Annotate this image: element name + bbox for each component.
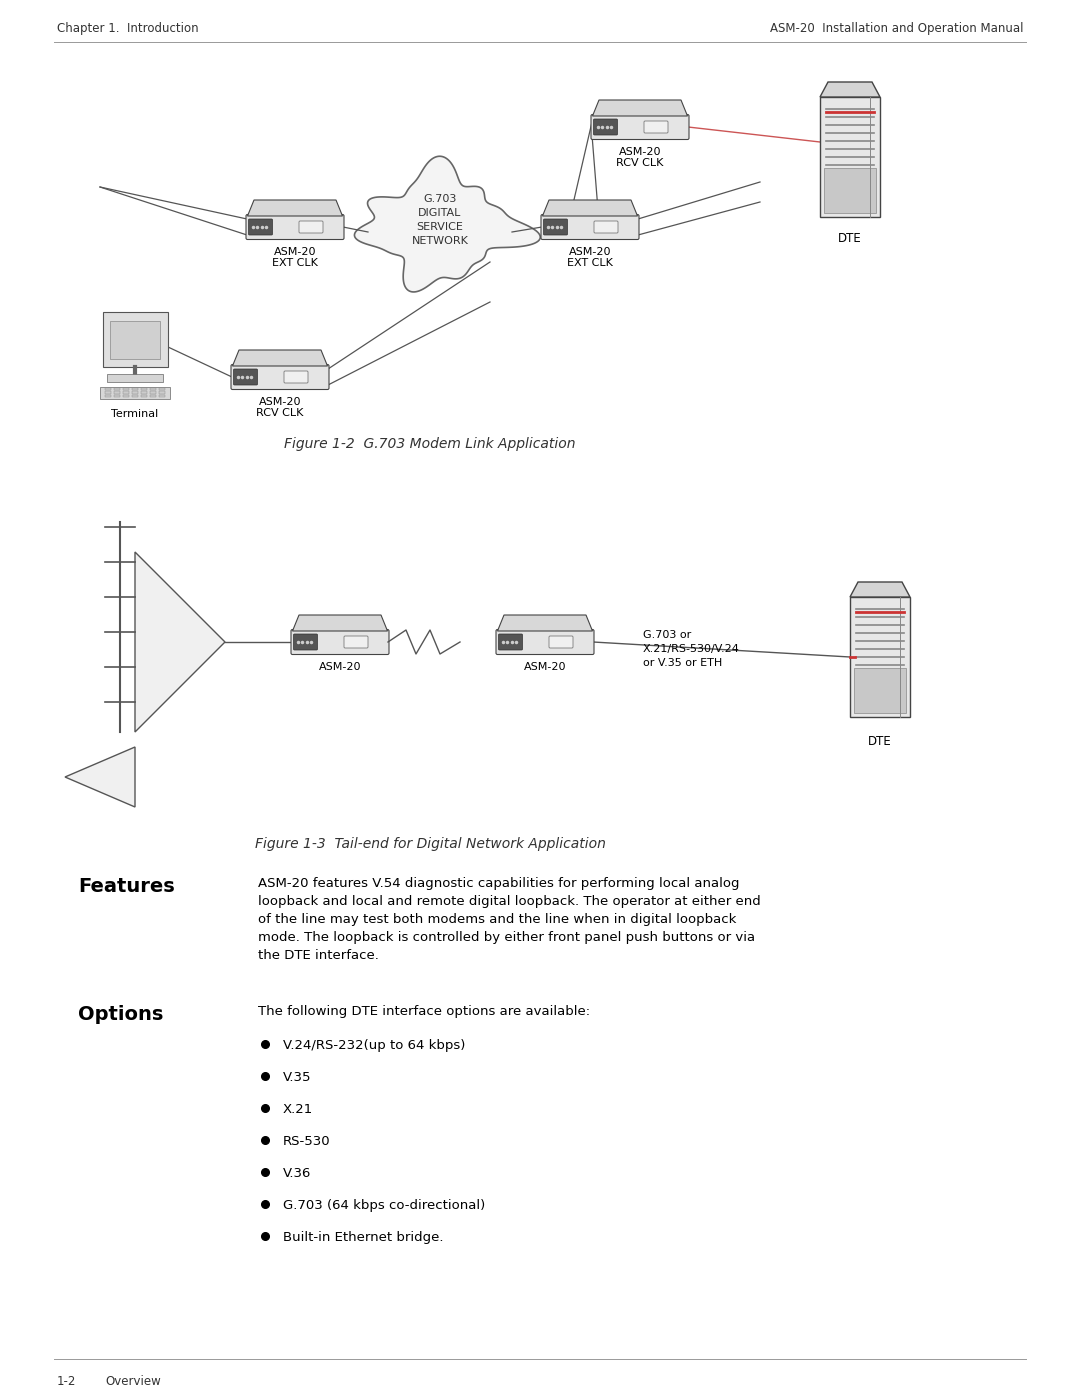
Text: G.703 (64 kbps co-directional): G.703 (64 kbps co-directional) bbox=[283, 1199, 485, 1213]
FancyBboxPatch shape bbox=[231, 365, 329, 390]
FancyBboxPatch shape bbox=[591, 115, 689, 140]
FancyBboxPatch shape bbox=[549, 636, 573, 648]
Text: RCV CLK: RCV CLK bbox=[256, 408, 303, 418]
Text: loopback and local and remote digital loopback. The operator at either end: loopback and local and remote digital lo… bbox=[258, 895, 760, 908]
Polygon shape bbox=[542, 200, 637, 217]
FancyBboxPatch shape bbox=[284, 372, 308, 383]
Text: the DTE interface.: the DTE interface. bbox=[258, 949, 379, 963]
Text: Terminal: Terminal bbox=[111, 409, 159, 419]
Bar bbox=[132, 394, 138, 397]
Bar bbox=[141, 387, 147, 390]
Polygon shape bbox=[498, 615, 593, 631]
Text: V.36: V.36 bbox=[283, 1166, 311, 1180]
Polygon shape bbox=[135, 552, 225, 732]
Text: NETWORK: NETWORK bbox=[411, 236, 469, 246]
FancyBboxPatch shape bbox=[291, 630, 389, 655]
Bar bbox=[150, 394, 156, 397]
Bar bbox=[159, 391, 165, 394]
Text: ASM-20: ASM-20 bbox=[259, 397, 301, 407]
Text: DTE: DTE bbox=[868, 735, 892, 747]
Text: Built-in Ethernet bridge.: Built-in Ethernet bridge. bbox=[283, 1231, 444, 1243]
Text: mode. The loopback is controlled by either front panel push buttons or via: mode. The loopback is controlled by eith… bbox=[258, 930, 755, 944]
Polygon shape bbox=[850, 583, 910, 597]
Bar bbox=[150, 391, 156, 394]
Text: Figure 1-3  Tail-end for Digital Network Application: Figure 1-3 Tail-end for Digital Network … bbox=[255, 837, 606, 851]
Bar bbox=[854, 668, 906, 712]
Text: ASM-20: ASM-20 bbox=[319, 662, 361, 672]
FancyBboxPatch shape bbox=[499, 634, 523, 650]
Text: Features: Features bbox=[78, 877, 175, 895]
FancyBboxPatch shape bbox=[345, 636, 368, 648]
Polygon shape bbox=[820, 82, 880, 96]
FancyBboxPatch shape bbox=[294, 634, 318, 650]
Text: V.35: V.35 bbox=[283, 1071, 311, 1084]
Bar bbox=[159, 387, 165, 390]
Bar bbox=[141, 394, 147, 397]
Bar bbox=[123, 394, 129, 397]
Text: ASM-20: ASM-20 bbox=[524, 662, 566, 672]
FancyBboxPatch shape bbox=[496, 630, 594, 655]
Text: of the line may test both modems and the line when in digital loopback: of the line may test both modems and the… bbox=[258, 914, 737, 926]
Bar bbox=[159, 394, 165, 397]
Text: Chapter 1.  Introduction: Chapter 1. Introduction bbox=[57, 22, 199, 35]
Bar bbox=[105, 391, 111, 394]
FancyBboxPatch shape bbox=[644, 122, 669, 133]
Text: ASM-20: ASM-20 bbox=[619, 147, 661, 156]
FancyBboxPatch shape bbox=[594, 119, 618, 136]
Bar bbox=[105, 387, 111, 390]
Text: Options: Options bbox=[78, 1004, 163, 1024]
FancyBboxPatch shape bbox=[233, 369, 257, 386]
Text: RCV CLK: RCV CLK bbox=[617, 158, 664, 168]
FancyBboxPatch shape bbox=[541, 215, 639, 239]
FancyBboxPatch shape bbox=[299, 221, 323, 233]
Polygon shape bbox=[247, 200, 342, 217]
Text: ASM-20: ASM-20 bbox=[273, 247, 316, 257]
Bar bbox=[105, 394, 111, 397]
Bar bbox=[850, 597, 910, 717]
Bar bbox=[123, 391, 129, 394]
Polygon shape bbox=[593, 101, 688, 116]
Text: DTE: DTE bbox=[838, 232, 862, 244]
Bar bbox=[114, 387, 120, 390]
Bar bbox=[150, 387, 156, 390]
Text: The following DTE interface options are available:: The following DTE interface options are … bbox=[258, 1004, 590, 1018]
FancyBboxPatch shape bbox=[246, 215, 345, 239]
FancyBboxPatch shape bbox=[248, 219, 272, 235]
Bar bbox=[123, 387, 129, 390]
Text: ASM-20: ASM-20 bbox=[569, 247, 611, 257]
Bar bbox=[100, 387, 170, 400]
Text: G.703: G.703 bbox=[423, 194, 457, 204]
Bar bbox=[820, 96, 880, 217]
Text: DIGITAL: DIGITAL bbox=[418, 208, 461, 218]
Bar bbox=[107, 374, 163, 381]
Polygon shape bbox=[293, 615, 388, 631]
Text: Figure 1-2  G.703 Modem Link Application: Figure 1-2 G.703 Modem Link Application bbox=[284, 437, 576, 451]
Bar bbox=[103, 312, 167, 367]
Text: EXT CLK: EXT CLK bbox=[567, 258, 613, 268]
Text: EXT CLK: EXT CLK bbox=[272, 258, 318, 268]
Bar bbox=[824, 168, 876, 212]
Text: ASM-20 features V.54 diagnostic capabilities for performing local analog: ASM-20 features V.54 diagnostic capabili… bbox=[258, 877, 740, 890]
Polygon shape bbox=[354, 156, 540, 292]
FancyBboxPatch shape bbox=[594, 221, 618, 233]
Text: V.24/RS-232(up to 64 kbps): V.24/RS-232(up to 64 kbps) bbox=[283, 1039, 465, 1052]
Text: or V.35 or ETH: or V.35 or ETH bbox=[643, 658, 723, 668]
Text: SERVICE: SERVICE bbox=[417, 222, 463, 232]
Bar bbox=[132, 391, 138, 394]
Bar bbox=[110, 321, 160, 359]
Text: 1-2: 1-2 bbox=[57, 1375, 77, 1389]
Bar bbox=[114, 391, 120, 394]
Polygon shape bbox=[65, 747, 135, 807]
Polygon shape bbox=[232, 351, 327, 366]
Text: G.703 or: G.703 or bbox=[643, 630, 691, 640]
Bar bbox=[114, 394, 120, 397]
FancyBboxPatch shape bbox=[543, 219, 567, 235]
Bar bbox=[132, 387, 138, 390]
Text: ASM-20  Installation and Operation Manual: ASM-20 Installation and Operation Manual bbox=[769, 22, 1023, 35]
Text: X.21/RS-530/V.24: X.21/RS-530/V.24 bbox=[643, 644, 740, 654]
Text: Overview: Overview bbox=[105, 1375, 161, 1389]
Text: RS-530: RS-530 bbox=[283, 1134, 330, 1148]
Text: X.21: X.21 bbox=[283, 1104, 313, 1116]
Bar bbox=[141, 391, 147, 394]
